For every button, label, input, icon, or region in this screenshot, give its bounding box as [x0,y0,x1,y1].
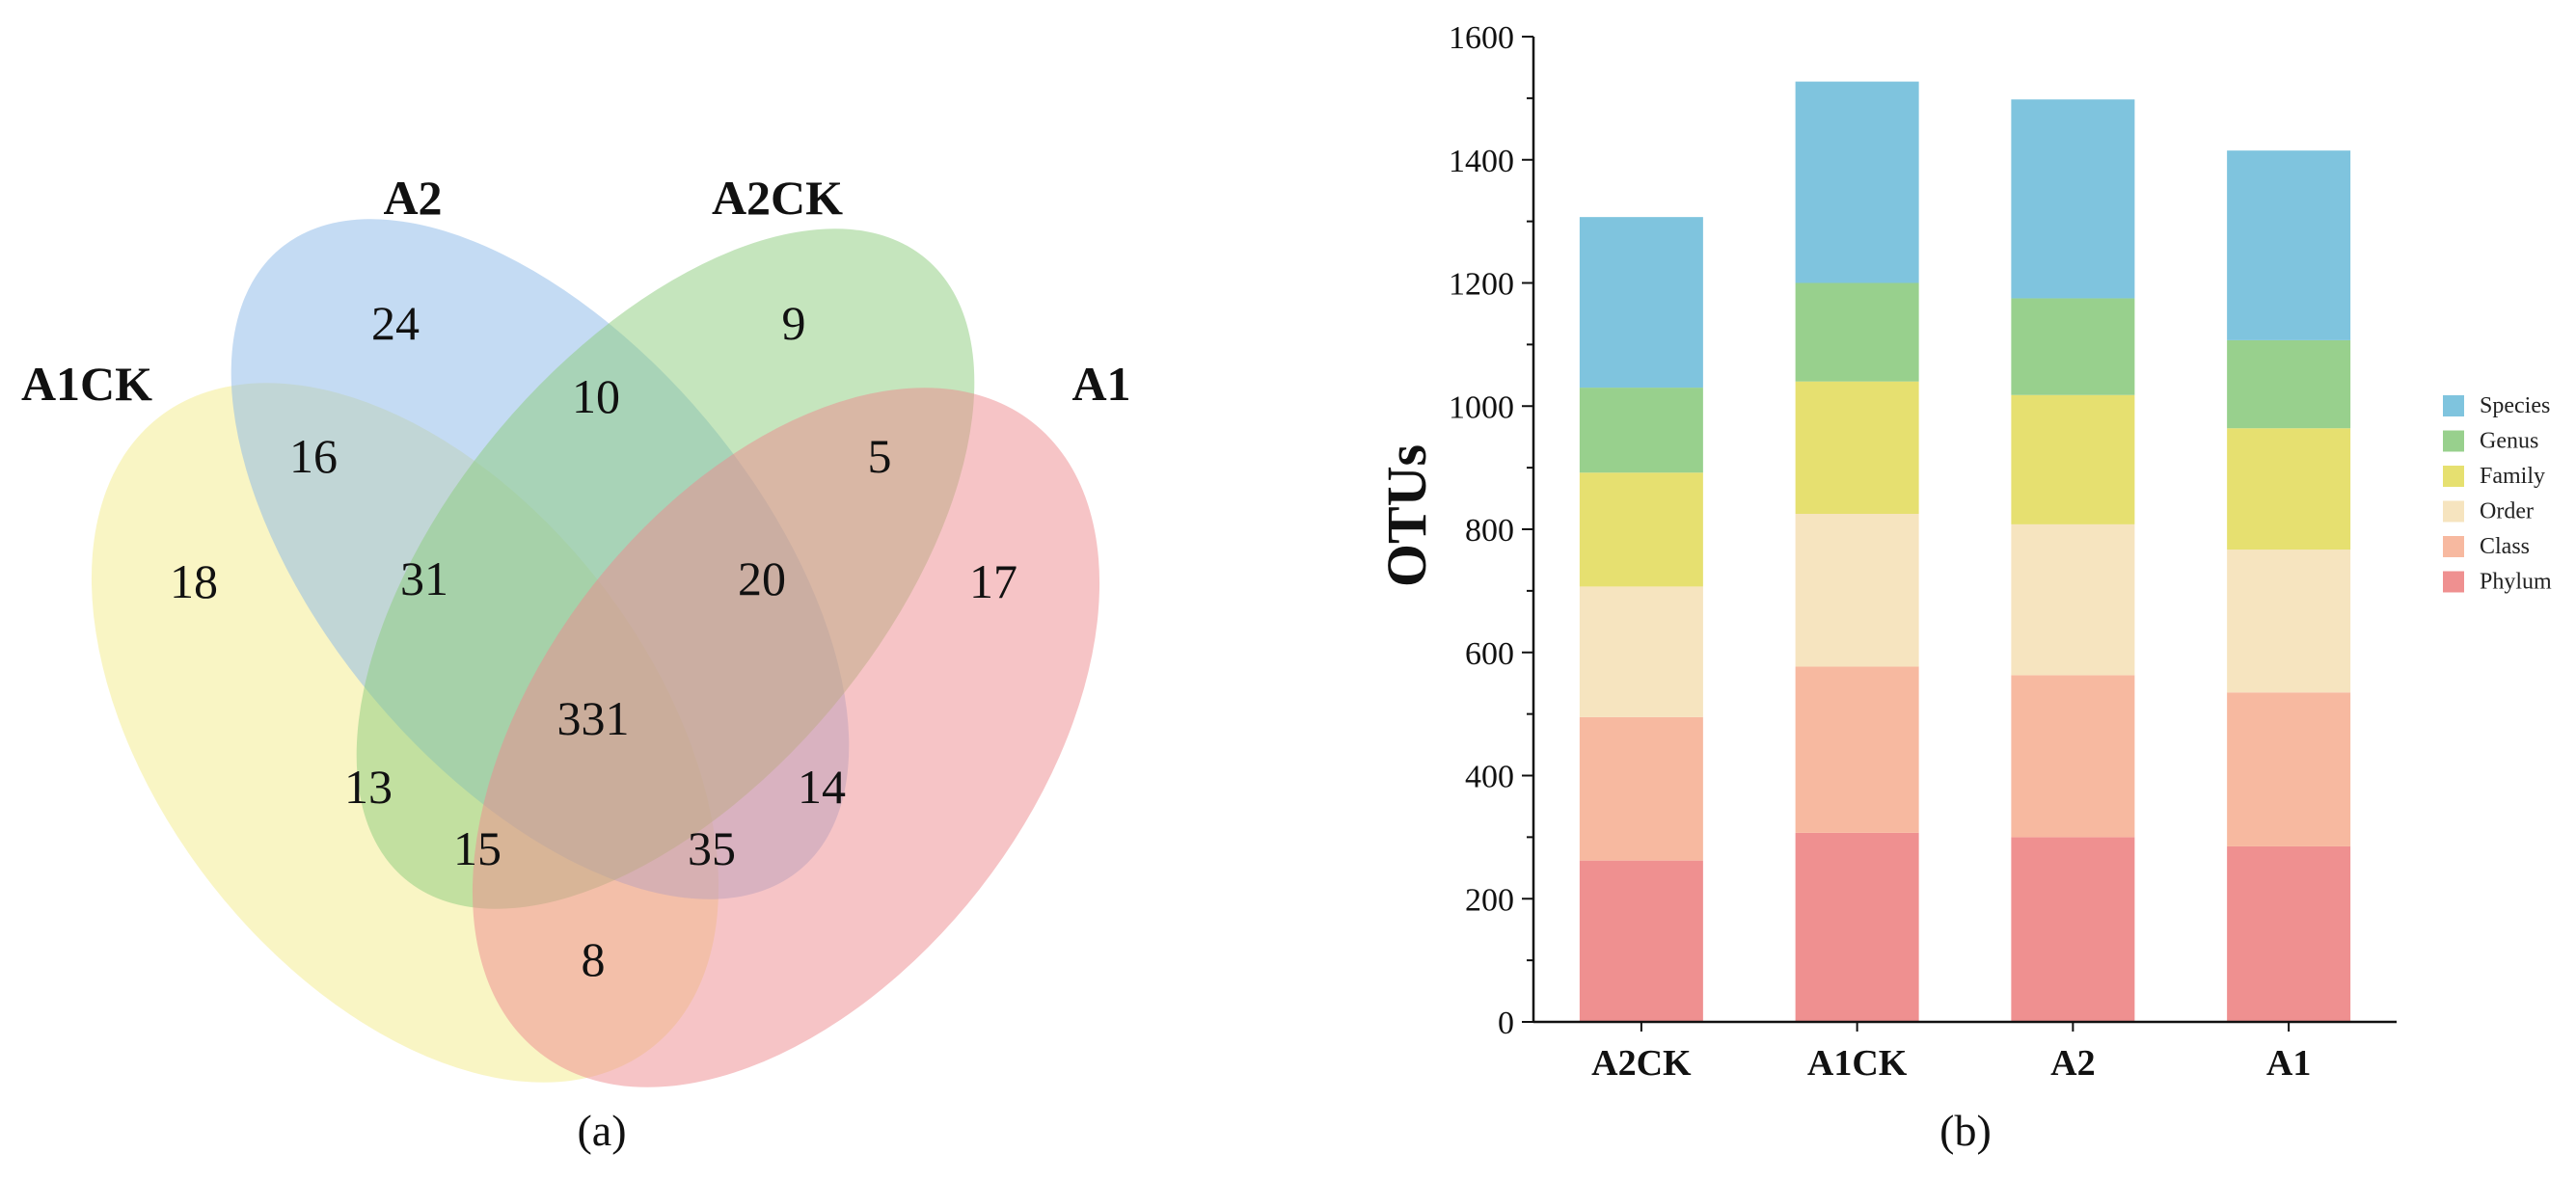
legend-label-class: Class [2480,534,2530,559]
y-tick-label: 1600 [1449,20,1514,56]
venn-count-A1CK-A1: 8 [582,932,606,986]
venn-count-A1CK-A2CK-A1: 15 [453,821,502,875]
legend-label-phylum: Phylum [2480,570,2552,595]
venn-set-A1-ellipse [472,388,1100,1087]
bars-layer [1579,81,2351,1022]
bar-segment-A1-Class [2227,692,2351,846]
bar-segment-A2CK-Phylum [1579,860,1703,1022]
y-axis-title: OTUs [1375,444,1438,587]
venn-set-label-A1CK: A1CK [21,357,152,411]
bar-segment-A2CK-Class [1579,716,1703,861]
legend: Species Genus Family Order Class Phylum [2443,393,2552,595]
bar-segment-A2-Family [2011,394,2135,524]
legend-swatch-phylum [2443,571,2464,593]
venn-count-A2CK-only: 9 [782,296,806,350]
legend-swatch-species [2443,395,2464,416]
venn-count-A1CK-A2: 16 [289,429,338,483]
bar-segment-A1CK-Class [1795,666,1919,833]
venn-set-label-A2CK: A2CK [712,171,843,225]
x-tick-label: A2 [2050,1043,2095,1084]
venn-count-A1CK-only: 18 [170,554,218,608]
y-tick-label: 200 [1465,882,1514,918]
y-tick-label: 1200 [1449,267,1514,303]
bar-segment-A2-Class [2011,675,2135,838]
bar-segment-A2CK-Species [1579,217,1703,389]
bar-segment-A1CK-Order [1795,514,1919,667]
legend-label-genus: Genus [2480,429,2538,454]
venn-count-A2CK-A1: 5 [868,429,892,483]
bar-segment-A1CK-Phylum [1795,832,1919,1022]
venn-count-A1CK-A2-A1: 35 [688,821,736,875]
legend-swatch-class [2443,536,2464,557]
venn-count-A2-A1: 14 [798,760,846,814]
bar-segment-A1-Order [2227,550,2351,693]
x-tick-label: A2CK [1591,1043,1692,1084]
bar-segment-A1CK-Family [1795,381,1919,515]
bar-segment-A2-Species [2011,99,2135,299]
venn-diagram: A1CK A2 A2CK A1 18 24 9 17 16 10 5 31 20… [21,171,1131,1087]
y-tick-label: 1000 [1449,389,1514,425]
venn-count-all: 331 [557,691,630,745]
axes-layer: A2CK A1CK A2 A1 0 200 400 600 800 1000 1200 1400 160… [1449,20,2397,1084]
venn-count-A2-only: 24 [371,296,420,350]
bar-segment-A1-Species [2227,150,2351,340]
venn-set-label-A2: A2 [383,171,442,225]
legend-label-species: Species [2480,393,2550,418]
bar-segment-A2CK-Order [1579,586,1703,717]
bar-segment-A2-Phylum [2011,837,2135,1022]
legend-label-order: Order [2480,499,2534,524]
bar-segment-A1-Phylum [2227,845,2351,1022]
stacked-bar-chart: A2CK A1CK A2 A1 0 200 400 600 800 1000 1200 1400 160… [1375,20,2552,1084]
bar-segment-A2CK-Genus [1579,388,1703,473]
venn-count-A2-A2CK-A1: 20 [738,551,786,605]
bar-segment-A1CK-Genus [1795,282,1919,382]
x-tick-label: A1CK [1807,1043,1908,1084]
y-tick-label: 1400 [1449,144,1514,179]
bar-segment-A1-Genus [2227,339,2351,429]
bar-segment-A1-Family [2227,428,2351,550]
legend-swatch-genus [2443,430,2464,452]
y-tick-label: 0 [1498,1006,1514,1041]
legend-swatch-order [2443,500,2464,523]
panel-label-a: (a) [577,1106,626,1155]
panel-label-b: (b) [1939,1106,1992,1155]
venn-count-A1-only: 17 [969,554,1017,608]
legend-swatch-family [2443,466,2464,487]
x-tick-label: A1 [2266,1043,2311,1084]
bar-segment-A2-Order [2011,523,2135,676]
bar-segment-A1CK-Species [1795,81,1919,283]
venn-set-label-A1: A1 [1071,357,1130,411]
bar-segment-A2-Genus [2011,298,2135,395]
y-tick-label: 400 [1465,760,1514,795]
venn-count-A1CK-A2-A2CK: 31 [400,551,448,605]
venn-count-A2-A2CK: 10 [572,369,620,423]
venn-count-A1CK-A2CK: 13 [344,760,393,814]
legend-label-family: Family [2480,464,2545,489]
bar-segment-A2CK-Family [1579,472,1703,587]
y-tick-label: 600 [1465,636,1514,672]
y-tick-label: 800 [1465,513,1514,549]
